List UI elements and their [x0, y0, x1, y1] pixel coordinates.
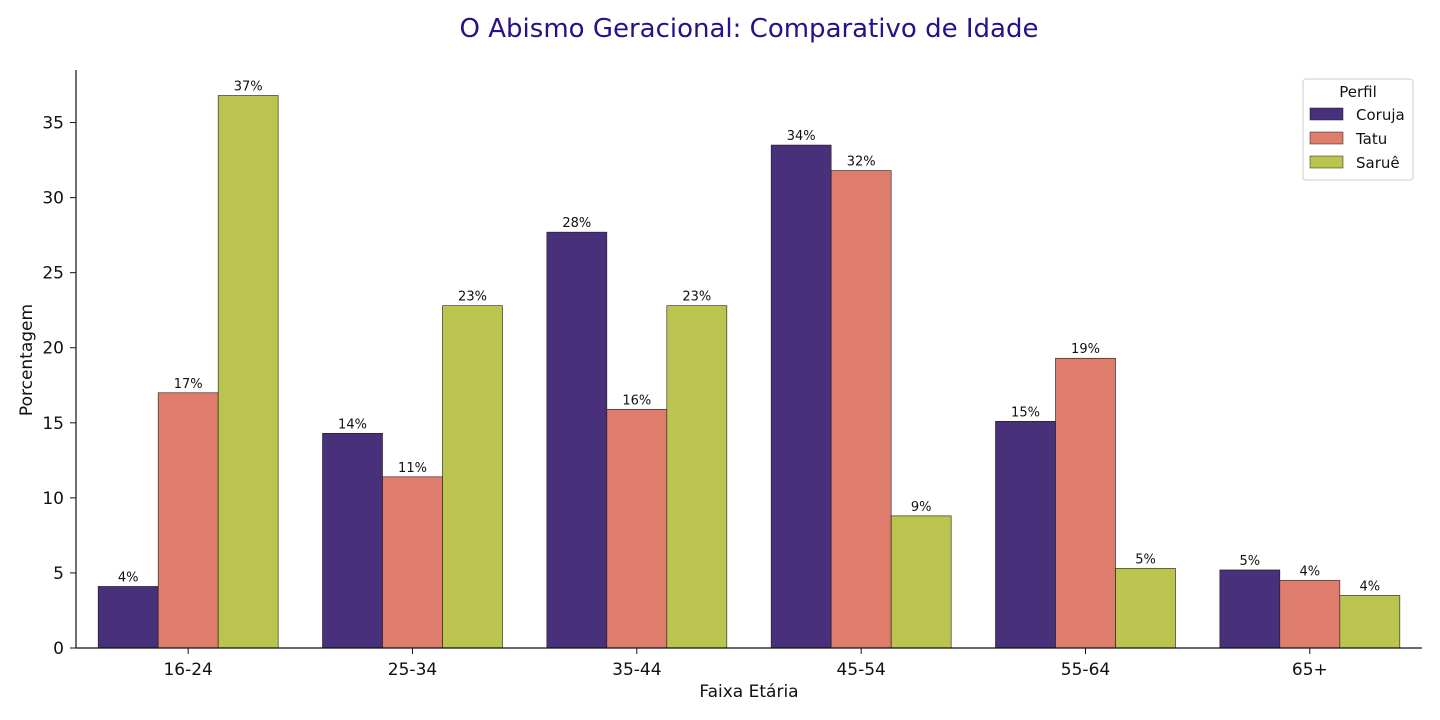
y-tick-label: 10	[42, 489, 64, 509]
y-tick-label: 30	[42, 189, 64, 209]
legend-title: Perfil	[1339, 83, 1377, 101]
data-label: 23%	[682, 290, 711, 305]
bar-tatu-35-44	[606, 408, 668, 649]
data-label: 9%	[911, 500, 932, 515]
data-label: 16%	[622, 393, 651, 408]
y-tick-label: 15	[42, 414, 64, 434]
x-tick-label: 35-44	[612, 660, 661, 680]
legend-label: Coruja	[1356, 106, 1405, 124]
data-label: 4%	[118, 570, 139, 585]
bar-coruja-25-34	[322, 433, 383, 649]
data-label: 34%	[787, 129, 816, 144]
legend-swatch-saruê	[1309, 155, 1344, 169]
data-label: 14%	[338, 417, 367, 432]
y-tick-label: 5	[53, 564, 64, 584]
data-label: 4%	[1360, 579, 1381, 594]
data-label: 5%	[1240, 554, 1261, 569]
x-tick-label: 16-24	[163, 660, 212, 680]
bars-layer	[97, 95, 1401, 649]
bar-saruê-35-44	[666, 305, 728, 649]
x-tick-label: 65+	[1292, 660, 1328, 680]
data-label: 28%	[562, 216, 591, 231]
y-tick-label: 25	[42, 264, 64, 284]
data-label: 15%	[1011, 405, 1040, 420]
y-axis-label: Porcentagem	[17, 304, 37, 416]
bar-saruê-25-34	[442, 305, 503, 649]
bar-saruê-16-24	[217, 95, 279, 649]
data-label: 11%	[398, 461, 427, 476]
bar-coruja-55-64	[995, 421, 1056, 649]
bar-tatu-16-24	[157, 392, 219, 649]
chart-title: O Abismo Geracional: Comparativo de Idad…	[460, 14, 1039, 44]
legend-box	[1302, 78, 1414, 181]
data-label: 19%	[1071, 342, 1100, 357]
y-ticks: 0 5 10 15 20 25 30 35	[42, 114, 76, 659]
bar-tatu-65+	[1279, 580, 1341, 649]
x-tick-label: 45-54	[836, 660, 885, 680]
legend: Perfil Coruja Tatu Saruê	[1302, 78, 1414, 181]
legend-swatch-tatu	[1309, 131, 1344, 145]
data-label: 17%	[174, 377, 203, 392]
data-labels-layer: 4% 17% 37% 14% 11% 23% 28% 16% 23% 34% 32% 9% 15% 19%…	[118, 80, 1380, 595]
bar-saruê-55-64	[1115, 568, 1176, 649]
bar-saruê-65+	[1339, 595, 1401, 649]
data-label: 5%	[1135, 552, 1156, 567]
data-label: 4%	[1300, 564, 1321, 579]
bar-tatu-55-64	[1055, 357, 1116, 649]
bar-tatu-25-34	[382, 476, 443, 649]
legend-label: Saruê	[1356, 154, 1400, 172]
bar-coruja-35-44	[546, 231, 608, 649]
bar-coruja-45-54	[770, 144, 832, 649]
legend-label: Tatu	[1355, 130, 1387, 148]
x-tick-label: 25-34	[388, 660, 437, 680]
bar-coruja-65+	[1219, 569, 1281, 649]
data-label: 37%	[234, 80, 263, 95]
bar-saruê-45-54	[890, 515, 952, 649]
x-axis-label: Faixa Etária	[699, 682, 798, 702]
legend-swatch-coruja	[1309, 107, 1344, 121]
x-tick-label: 55-64	[1061, 660, 1110, 680]
x-ticks: 16-24 25-34 35-44 45-54 55-64 65+	[163, 648, 1328, 680]
y-tick-label: 20	[42, 339, 64, 359]
bar-tatu-45-54	[830, 170, 892, 649]
y-tick-label: 0	[53, 639, 64, 659]
data-label: 32%	[847, 155, 876, 170]
bar-coruja-16-24	[97, 586, 159, 649]
data-label: 23%	[458, 290, 487, 305]
y-tick-label: 35	[42, 114, 64, 134]
